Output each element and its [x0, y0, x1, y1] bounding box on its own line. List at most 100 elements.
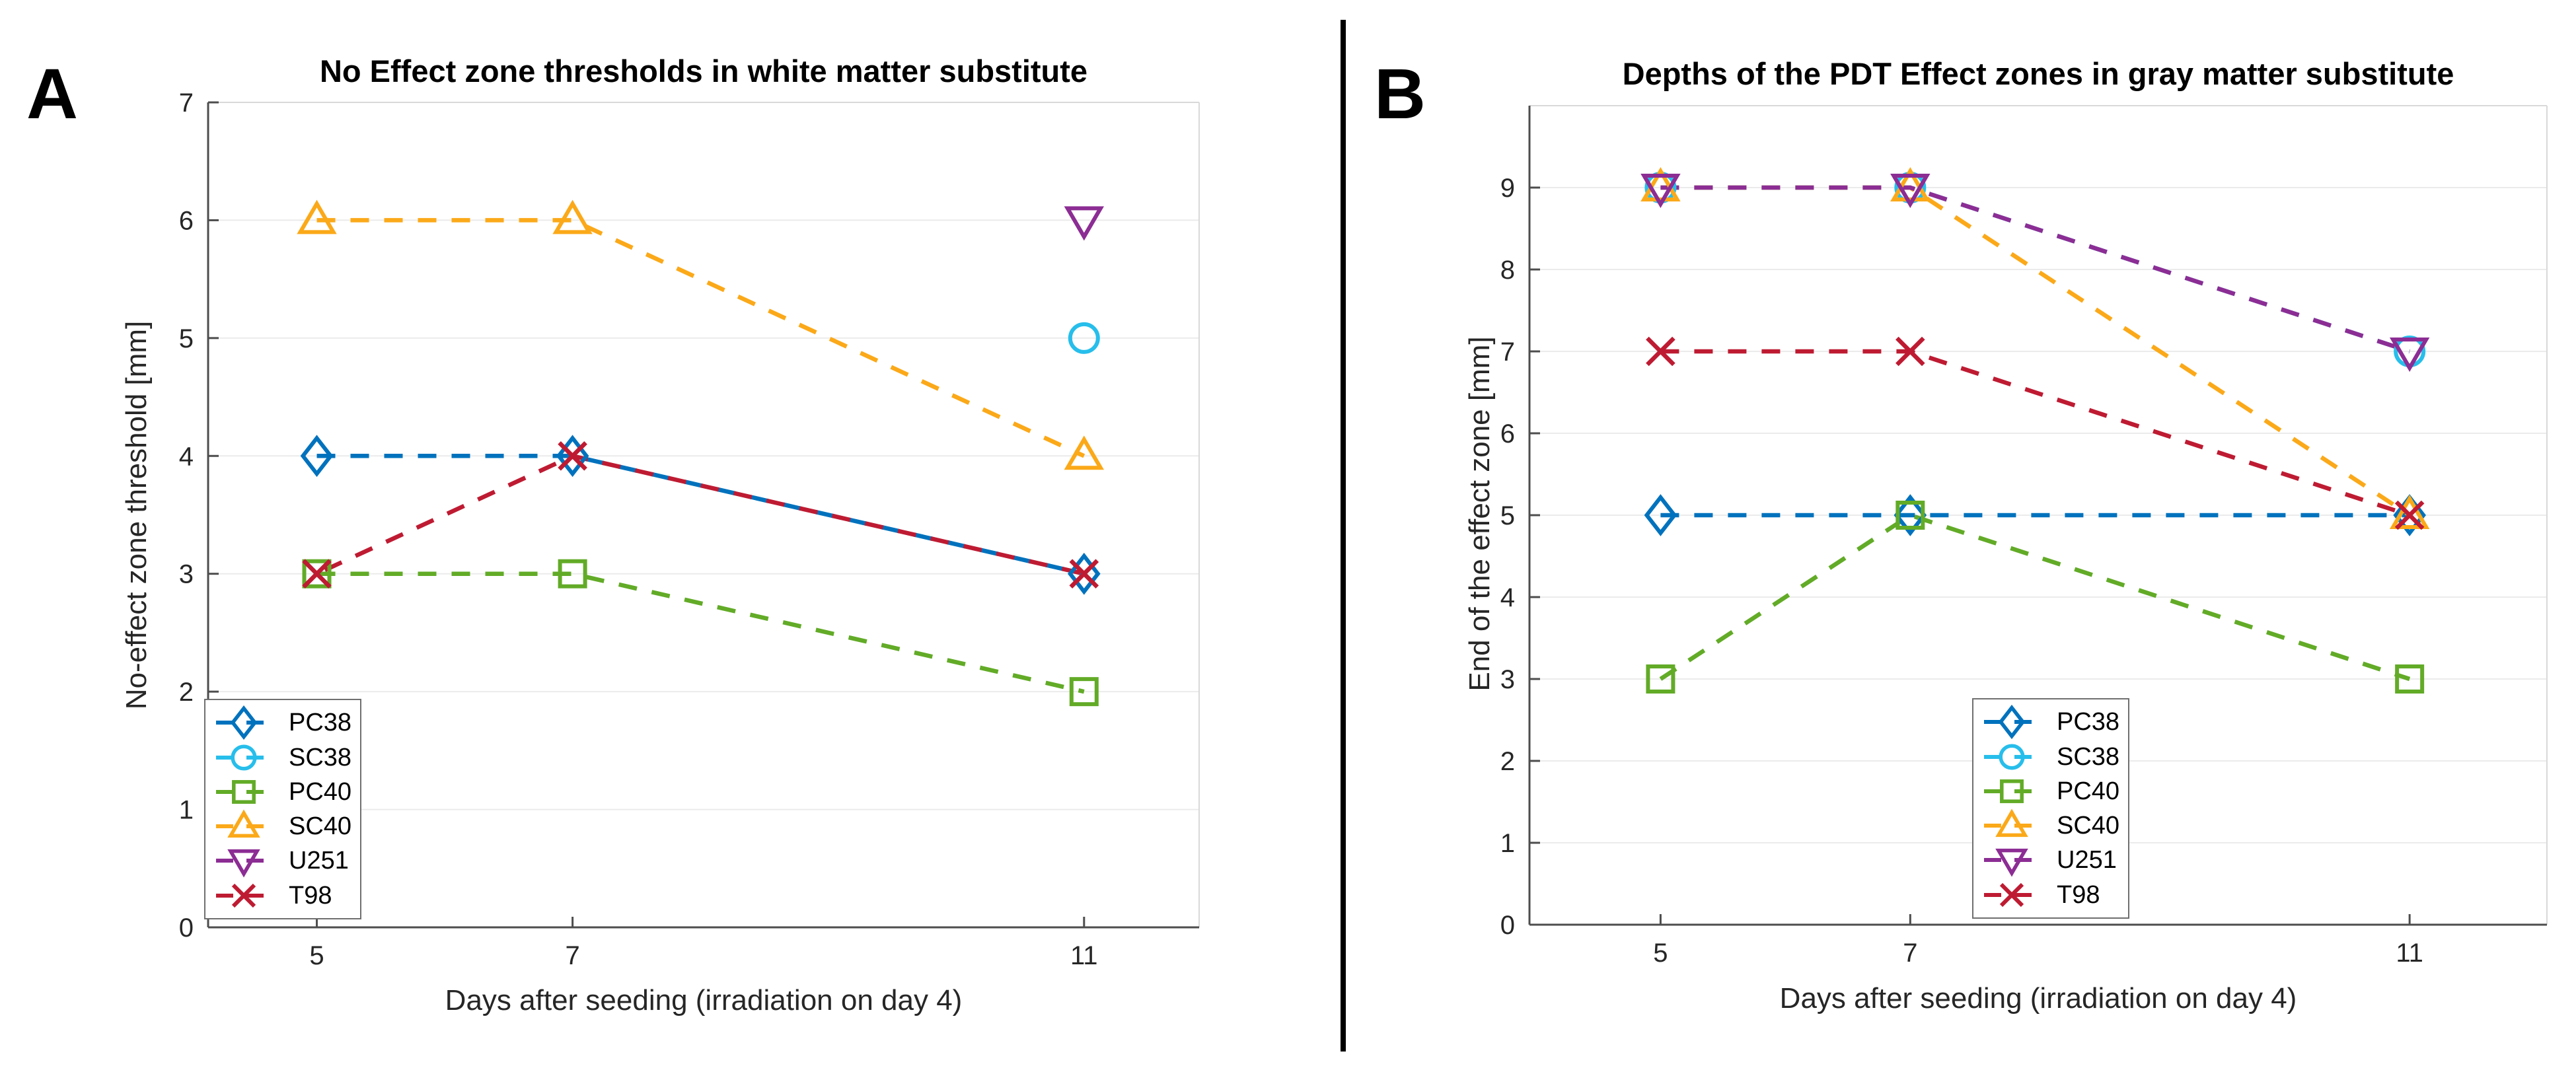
u251-marker-glyph [227, 849, 260, 878]
legend-label-u251: U251 [289, 847, 349, 875]
legend-entry-sc40: SC40 [1973, 808, 2128, 843]
y-tick-label: 5 [179, 324, 194, 353]
panel-b-xaxis-label: Days after seeding (irradiation on day 4… [1779, 982, 2297, 1015]
series-t98-line [316, 453, 1085, 576]
series-pc38-markers [300, 435, 1101, 595]
u251-marker [2389, 338, 2430, 372]
series-u251-markers [1640, 174, 2430, 372]
x-tick-label: 7 [1903, 939, 1917, 968]
t98-marker [1895, 336, 1925, 367]
legend-entry-t98: T98 [205, 878, 360, 913]
legend-label-sc40: SC40 [289, 812, 352, 841]
pc38-marker [1894, 494, 1927, 536]
legend-label-pc38: PC38 [2057, 708, 2120, 736]
x-tick-label: 5 [1653, 939, 1668, 968]
panel-a-title: No Effect zone thresholds in white matte… [319, 54, 1088, 89]
y-tick-label: 0 [179, 913, 194, 943]
pc38-marker [1068, 552, 1101, 595]
legend-label-sc38: SC38 [2057, 742, 2120, 771]
t98-marker [1069, 559, 1099, 589]
legend-label-pc40: PC40 [2057, 777, 2120, 805]
legend-entry-sc40: SC40 [205, 809, 360, 843]
t98-marker [302, 559, 332, 589]
t98-marker [2394, 500, 2425, 530]
pc38-marker-glyph [1998, 705, 2026, 740]
legend-entry-u251: U251 [1973, 843, 2128, 877]
series-pc40-line [1659, 513, 2411, 682]
u251-marker [1064, 206, 1105, 241]
u251-marker-icon [216, 849, 272, 878]
legend-entry-pc38: PC38 [205, 705, 360, 740]
series-t98-markers [1646, 336, 2425, 530]
series-sc40-markers [1640, 167, 2430, 529]
panel-b-letter: B [1374, 54, 1426, 133]
legend-entry-sc38: SC38 [1973, 740, 2128, 774]
pc40-marker-icon [216, 779, 272, 804]
y-tick-label: 7 [1500, 338, 1515, 367]
series-sc38-markers [1068, 322, 1100, 354]
series-pc40-line [316, 571, 1085, 694]
series-t98-markers [302, 441, 1099, 589]
y-tick-label: 2 [179, 678, 194, 707]
pc38-marker-icon [216, 705, 272, 740]
panel-b-plot: 5 7 11 0 1 2 3 4 5 6 7 8 9 [1500, 105, 2548, 968]
pc38-marker [2393, 494, 2426, 536]
t98-marker [1646, 336, 1675, 367]
pc40-marker [558, 559, 587, 588]
sc38-marker [1068, 322, 1100, 354]
pc40-marker [302, 559, 332, 588]
pc38-marker [1644, 494, 1677, 536]
series-pc38-line [316, 454, 1085, 576]
y-tick-label: 7 [179, 89, 194, 118]
legend-label-t98: T98 [2057, 880, 2100, 909]
t98-marker-icon [1984, 882, 2040, 907]
y-tick-label: 5 [1500, 501, 1515, 530]
series-sc40-line [316, 218, 1086, 458]
sc40-marker [1640, 167, 1681, 201]
panel-divider [1341, 20, 1346, 1052]
legend-label-u251: U251 [2057, 846, 2117, 874]
pc40-marker-glyph [232, 779, 256, 804]
pc38-marker-glyph [230, 705, 258, 740]
legend-label-t98: T98 [289, 881, 332, 910]
series-pc40-markers [302, 559, 1099, 707]
pc40-marker [1646, 664, 1675, 694]
x-tick-label: 7 [565, 941, 579, 970]
series-pc40-markers [1646, 501, 2425, 694]
panel-a-legend: PC38 SC38 PC40 SC40 U251 T98 [204, 699, 361, 919]
x-tick-label: 11 [2396, 939, 2423, 968]
sc40-marker-glyph [227, 809, 260, 838]
sc40-marker-icon [216, 809, 272, 838]
x-tick-label: 11 [1070, 941, 1098, 970]
t98-marker-glyph [1999, 882, 2024, 907]
panel-b-title: Depths of the PDT Effect zones in gray m… [1622, 56, 2454, 91]
series-u251-markers [1064, 206, 1105, 241]
legend-entry-u251: U251 [205, 843, 360, 878]
sc40-marker-glyph [1995, 808, 2028, 838]
y-tick-label: 4 [179, 442, 194, 471]
pc40-marker [1895, 501, 1925, 530]
pc38-marker-icon [1984, 705, 2040, 740]
panel-b-yaxis-label: End of the effect zone [mm] [1463, 336, 1496, 692]
sc40-marker [1064, 435, 1105, 470]
y-tick-label: 4 [1500, 583, 1515, 612]
y-tick-label: 3 [1500, 665, 1515, 694]
y-tick-label: 1 [1500, 829, 1515, 858]
sc38-marker-glyph [231, 744, 257, 771]
pc38-marker [300, 435, 334, 478]
y-tick-label: 2 [1500, 747, 1515, 776]
y-tick-label: 3 [179, 560, 194, 589]
legend-entry-pc38: PC38 [1973, 705, 2128, 740]
t98-marker-glyph [231, 883, 256, 908]
series-pc38-markers [1644, 494, 2426, 536]
sc40-marker-icon [1984, 808, 2040, 838]
panel-a-plot: 5 7 11 0 1 2 3 4 5 6 7 [179, 89, 1200, 970]
legend-label-sc40: SC40 [2057, 812, 2120, 840]
y-tick-label: 6 [1500, 419, 1515, 448]
sc40-marker [2389, 495, 2430, 529]
legend-label-sc38: SC38 [289, 743, 352, 771]
y-tick-label: 0 [1500, 911, 1515, 940]
u251-marker-icon [1984, 849, 2040, 877]
